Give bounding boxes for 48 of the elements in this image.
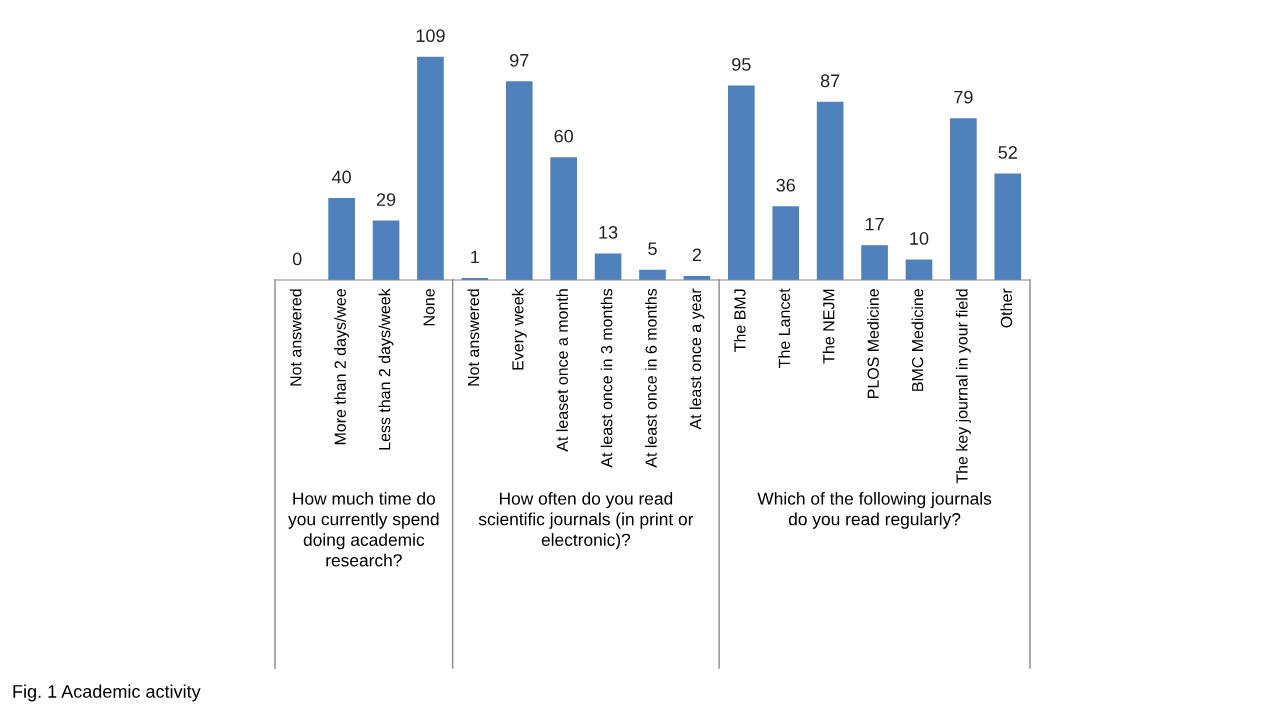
data-label: 17 <box>865 217 884 231</box>
data-label: 109 <box>416 29 445 43</box>
data-label: 0 <box>292 252 302 266</box>
x-tick-label: None <box>423 289 435 326</box>
data-label: 1 <box>471 250 479 264</box>
x-tick-label: Other <box>1000 288 1013 328</box>
data-label: 52 <box>998 146 1017 159</box>
data-label: 29 <box>376 193 396 206</box>
x-tick-label: More than 2 days/wee <box>334 289 350 445</box>
bar <box>950 118 977 280</box>
x-tick-label: Not answered <box>467 289 480 386</box>
x-axis-title: Which of the following journals do you read regularly? <box>757 492 992 529</box>
data-label: 13 <box>599 225 618 239</box>
bar <box>994 173 1022 280</box>
data-label: 5 <box>648 242 657 256</box>
bar <box>594 253 622 280</box>
data-label: 97 <box>510 53 529 67</box>
data-label: 2 <box>692 248 702 262</box>
caption: Fig. 1 Academic activity <box>13 684 201 702</box>
x-tick-label: The key journal in your field <box>955 289 971 484</box>
x-tick-label: The Lancet <box>778 288 791 368</box>
x-tick-label: Not answered <box>289 289 302 386</box>
data-label: 10 <box>910 232 929 245</box>
bar <box>905 259 933 280</box>
x-tick-label: The NEJM <box>822 289 835 364</box>
x-tick-label: PLOS Medicine <box>867 289 879 398</box>
bar <box>505 81 533 280</box>
x-axis-title: How much time do you currently spend doing academic research? <box>288 492 439 567</box>
x-tick-label: At least once in 6 months <box>645 288 657 468</box>
x-tick-label: BMC Medicine <box>911 289 924 391</box>
x-tick-label: At least once a year <box>689 288 705 430</box>
x-tick-label: The BMJ <box>733 289 746 352</box>
x-axis-title: How often do you read scientific journals (in print or electronic)? <box>478 492 694 550</box>
x-tick-label: At leaset once a month <box>556 289 568 452</box>
bar <box>550 157 577 280</box>
data-label: 60 <box>554 129 574 143</box>
x-tick-label: At least once in 3 months <box>600 288 613 468</box>
data-label: 87 <box>820 74 840 88</box>
bar <box>816 101 844 280</box>
bar <box>861 245 888 280</box>
data-label: 95 <box>732 57 751 71</box>
bar <box>772 206 800 280</box>
x-tick-label: Less than 2 days/week <box>378 288 394 450</box>
data-label: 40 <box>331 170 351 184</box>
data-label: 79 <box>954 90 973 104</box>
x-tick-label: Every week <box>511 288 527 370</box>
bar <box>728 85 755 280</box>
data-label: 36 <box>776 178 795 192</box>
